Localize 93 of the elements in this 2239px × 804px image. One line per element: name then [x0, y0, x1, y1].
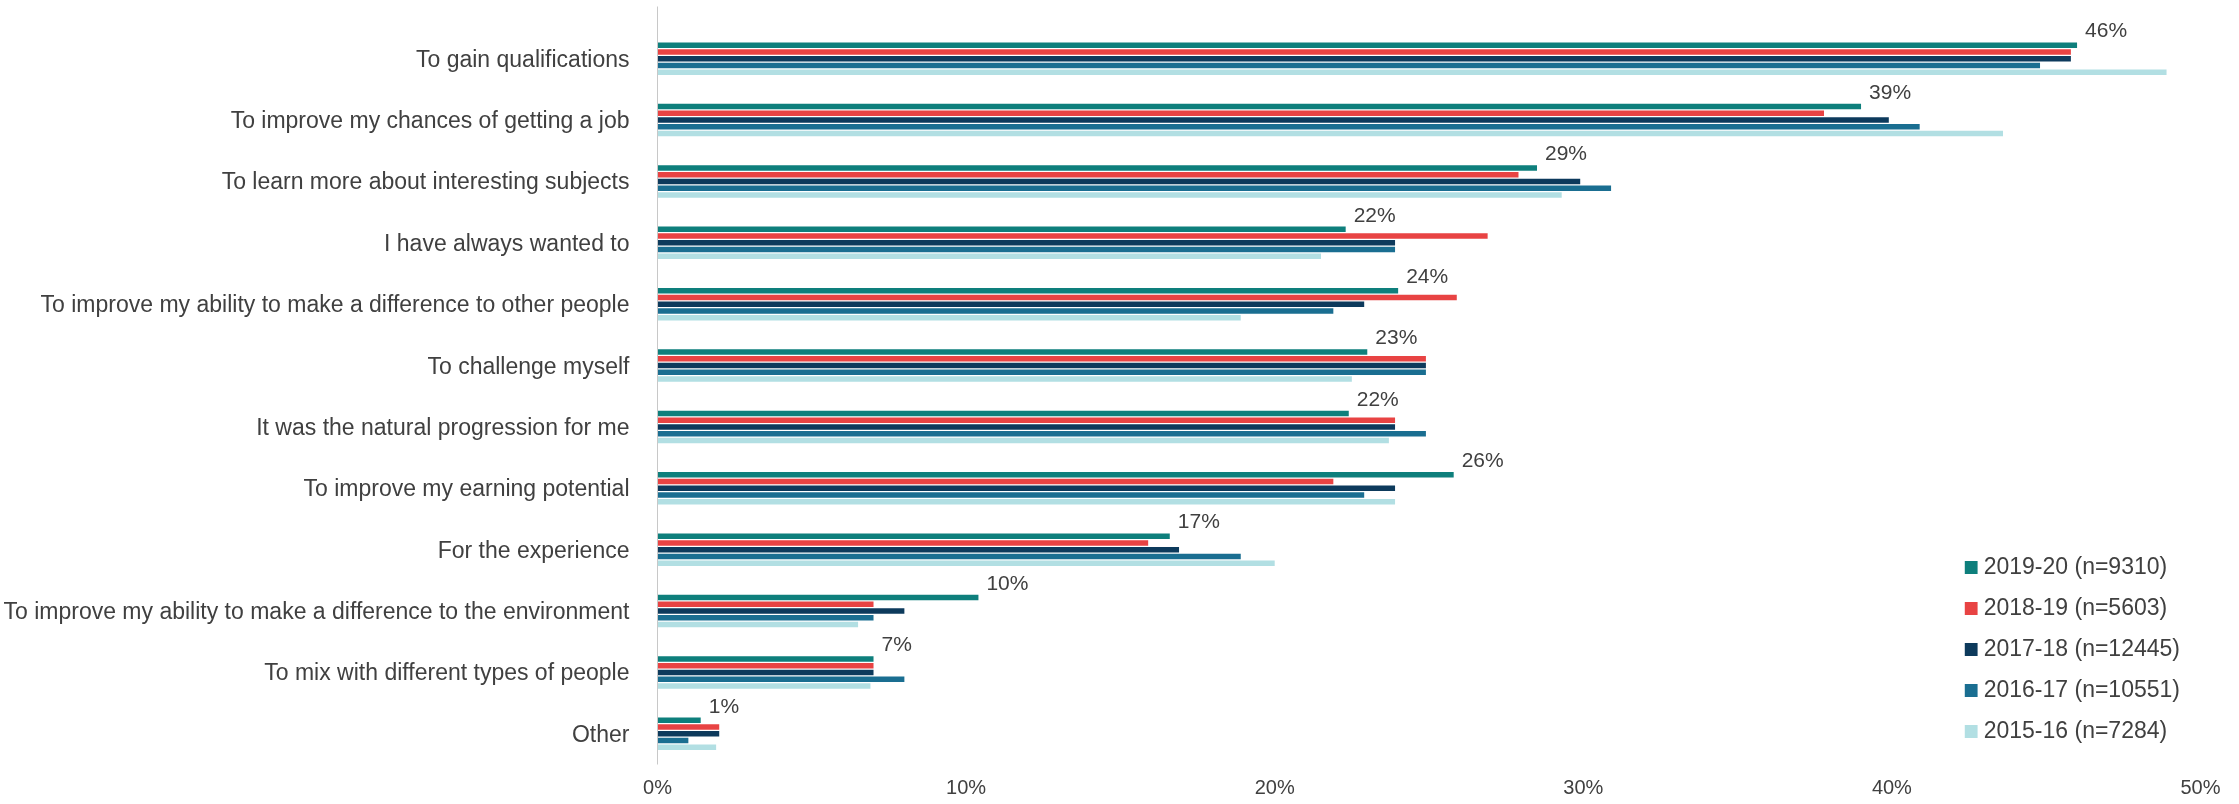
- bar: [657, 69, 2167, 75]
- y-tick-label: To learn more about interesting subjects: [221, 168, 630, 195]
- bar: [657, 608, 905, 614]
- bar: [657, 676, 905, 682]
- bar: [657, 178, 1581, 185]
- data-label: 22%: [1353, 202, 1396, 226]
- bar: [657, 49, 2071, 55]
- data-label: 1%: [708, 693, 740, 717]
- legend-label: 2016-17 (n=10551): [1983, 676, 2180, 703]
- data-label: 10%: [986, 570, 1029, 594]
- bar: [657, 437, 1389, 444]
- bar: [657, 492, 1365, 498]
- bar: [657, 662, 874, 669]
- bar: [657, 130, 2003, 137]
- bar: [657, 362, 1426, 369]
- bar: [657, 417, 1396, 423]
- legend-label: 2017-18 (n=12445): [1983, 635, 2180, 662]
- data-label: 22%: [1356, 386, 1399, 410]
- bar: [657, 110, 1825, 117]
- y-tick-label: It was the natural progression for me: [256, 413, 630, 440]
- bar: [657, 430, 1426, 437]
- bar: [657, 185, 1612, 191]
- bar: [657, 117, 1889, 123]
- bar: [657, 124, 1920, 130]
- bar: [657, 669, 874, 676]
- bar: [657, 533, 1170, 539]
- bar: [657, 683, 871, 689]
- bar: [657, 226, 1346, 233]
- x-tick-label: 0%: [643, 775, 673, 798]
- x-tick-label: 50%: [2180, 775, 2221, 798]
- data-label: 7%: [881, 632, 912, 656]
- bar: [657, 472, 1454, 478]
- data-label: 24%: [1406, 263, 1449, 287]
- x-tick-label: 30%: [1563, 775, 1604, 798]
- bar: [657, 560, 1275, 566]
- bar: [657, 308, 1334, 314]
- bar: [657, 246, 1396, 253]
- bar: [657, 369, 1426, 376]
- bar: [657, 601, 874, 608]
- bar: [657, 240, 1396, 246]
- legend-label: 2018-19 (n=5603): [1983, 594, 2168, 621]
- bar: [657, 103, 1862, 110]
- bar: [657, 55, 2071, 62]
- x-tick-label: 20%: [1254, 775, 1295, 798]
- bar: [657, 546, 1180, 553]
- bar: [657, 376, 1352, 382]
- bar: [657, 499, 1396, 505]
- bar: [657, 485, 1396, 492]
- data-label: 23%: [1375, 325, 1418, 349]
- bar: [657, 301, 1365, 307]
- y-tick-label: To mix with different types of people: [264, 659, 630, 686]
- bar: [657, 540, 1149, 546]
- y-tick-label: I have always wanted to: [384, 229, 630, 256]
- bar: [657, 42, 2078, 48]
- bar: [657, 717, 701, 724]
- y-tick-label: Other: [571, 720, 630, 747]
- bar: [657, 287, 1399, 294]
- x-tick-label: 10%: [946, 775, 987, 798]
- bar: [657, 349, 1368, 355]
- y-tick-label: To challenge myself: [427, 352, 631, 379]
- bar: [657, 356, 1426, 362]
- legend-label: 2015-16 (n=7284): [1983, 717, 2168, 744]
- bar: [657, 165, 1538, 171]
- bar: [657, 62, 2041, 69]
- bar: [657, 656, 874, 662]
- data-label: 17%: [1177, 509, 1220, 533]
- y-tick-label: To improve my ability to make a difference to other people: [40, 291, 630, 318]
- bar: [657, 724, 720, 730]
- bar: [657, 253, 1321, 260]
- y-tick-label: To gain qualifications: [415, 45, 630, 72]
- legend-label: 2019-20 (n=9310): [1983, 553, 2168, 580]
- data-label: 39%: [1869, 79, 1912, 103]
- bar: [657, 294, 1457, 301]
- data-label: 46%: [2085, 18, 2128, 42]
- bar: [657, 410, 1349, 417]
- bar: [657, 478, 1334, 485]
- y-tick-label: To improve my earning potential: [303, 475, 630, 502]
- bar: [657, 594, 979, 601]
- bar: [657, 424, 1396, 430]
- bar: [657, 553, 1241, 560]
- y-tick-label: For the experience: [437, 536, 630, 563]
- bar: [657, 171, 1519, 178]
- bar: [657, 314, 1241, 321]
- bar: [657, 192, 1562, 198]
- x-tick-label: 40%: [1871, 775, 1913, 798]
- data-label: 29%: [1545, 141, 1588, 165]
- y-tick-label: To improve my ability to make a difference to the environment: [3, 598, 631, 625]
- bar: [657, 621, 859, 628]
- bar: [657, 233, 1488, 239]
- data-label: 26%: [1461, 448, 1504, 472]
- bar: [657, 615, 874, 621]
- y-tick-label: To improve my chances of getting a job: [230, 107, 630, 134]
- bar: [657, 731, 720, 737]
